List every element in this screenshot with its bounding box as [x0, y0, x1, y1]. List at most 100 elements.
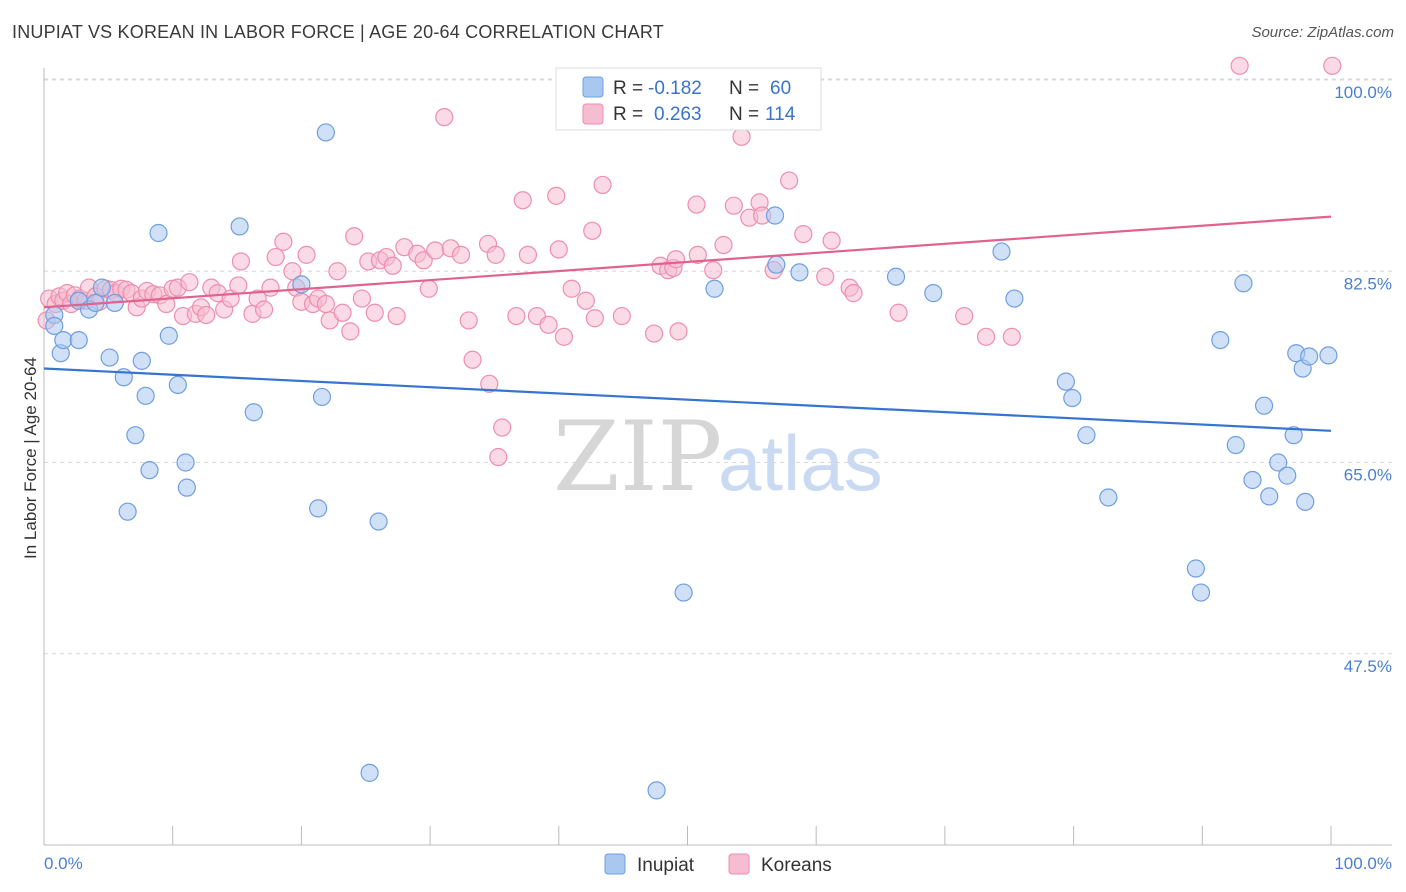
koreans-point-119 — [1323, 56, 1342, 75]
inupiat-point-44 — [1186, 559, 1205, 578]
koreans-point-66 — [419, 279, 438, 298]
koreans-point-58 — [365, 303, 384, 322]
legend-n-label-2: N = — [729, 104, 759, 125]
koreans-point-50 — [316, 294, 335, 314]
koreans-point-101 — [714, 235, 733, 255]
koreans-point-89 — [585, 309, 604, 328]
koreans-point-78 — [507, 306, 526, 326]
koreans-point-41 — [261, 278, 280, 297]
koreans-point-115 — [955, 306, 974, 326]
koreans-point-69 — [451, 245, 471, 264]
inupiat-point-43 — [1099, 488, 1118, 507]
koreans-point-77 — [486, 245, 505, 264]
inupiat-point-35 — [790, 263, 809, 282]
inupiat-point-22 — [230, 217, 249, 236]
inupiat-point-27 — [316, 123, 335, 142]
koreans-point-31 — [197, 305, 216, 325]
koreans-point-73 — [480, 374, 499, 393]
koreans-point-83 — [547, 186, 566, 205]
koreans-point-82 — [539, 315, 558, 334]
inupiat-point-47 — [1226, 435, 1245, 455]
koreans-point-117 — [1002, 327, 1021, 346]
koreans-point-84 — [549, 240, 568, 259]
bottom-legend-label-koreans: Koreans — [761, 855, 832, 876]
legend-r-label-1: R = — [613, 78, 643, 99]
inupiat-point-51 — [1260, 487, 1279, 506]
inupiat-trend-line — [43, 367, 1332, 432]
inupiat-point-42 — [1077, 426, 1096, 445]
koreans-point-53 — [333, 303, 352, 322]
koreans-point-92 — [644, 324, 664, 343]
koreans-point-65 — [414, 251, 433, 270]
inupiat-point-33 — [765, 206, 785, 225]
inupiat-point-46 — [1211, 331, 1230, 350]
inupiat-point-39 — [1005, 289, 1024, 308]
koreans-point-111 — [822, 231, 841, 250]
inupiat-point-9 — [100, 348, 119, 367]
inupiat-point-50 — [1254, 396, 1274, 415]
inupiat-point-45 — [1191, 583, 1211, 602]
inupiat-point-53 — [1278, 466, 1297, 485]
koreans-point-36 — [229, 276, 248, 295]
inupiat-point-52 — [1269, 453, 1288, 472]
koreans-point-90 — [593, 175, 612, 195]
legend-n-label-1: N = — [729, 78, 759, 99]
koreans-point-80 — [518, 245, 538, 264]
axes — [43, 68, 1392, 846]
koreans-trend-line — [43, 215, 1332, 309]
koreans-point-70 — [435, 108, 454, 127]
legend-r-label-2: R = — [613, 104, 643, 125]
bottom-legend: Inupiat Koreans — [604, 853, 832, 876]
koreans-point-62 — [387, 306, 406, 326]
legend-r-value-1: -0.182 — [648, 78, 702, 99]
legend-swatch-inupiat — [582, 76, 604, 98]
y-tick-label-2: 82.5% — [1344, 274, 1392, 293]
inupiat-point-40 — [1056, 372, 1075, 391]
inupiat-point-19 — [168, 375, 187, 395]
inupiat-point-3 — [54, 331, 73, 350]
koreans-point-110 — [816, 267, 835, 286]
koreans-point-79 — [513, 191, 532, 210]
inupiat-point-36 — [886, 267, 906, 286]
koreans-point-96 — [666, 250, 686, 269]
inupiat-point-12 — [118, 502, 137, 521]
trend-lines — [43, 215, 1332, 432]
koreans-point-72 — [459, 311, 478, 330]
inupiat-point-18 — [159, 326, 178, 345]
koreans-point-71 — [463, 350, 482, 369]
inupiat-point-23 — [244, 403, 263, 422]
y-axis-label: In Labor Force | Age 20-64 — [21, 357, 40, 559]
inupiat-point-59 — [1319, 346, 1338, 365]
koreans-point-42 — [266, 247, 285, 267]
watermark-zip: ZIP — [553, 401, 722, 513]
koreans-point-52 — [328, 262, 347, 281]
koreans-point-85 — [554, 327, 574, 346]
x-tick-label-min: 0.0% — [44, 854, 83, 873]
inupiat-point-32 — [705, 279, 724, 298]
legend-n-value-1: 60 — [770, 78, 791, 99]
inupiat-point-34 — [767, 255, 786, 274]
inupiat-point-29 — [369, 512, 388, 531]
koreans-point-40 — [254, 300, 274, 319]
inupiat-point-49 — [1243, 470, 1262, 490]
koreans-point-55 — [345, 227, 364, 246]
koreans-point-102 — [724, 196, 743, 215]
koreans-point-88 — [583, 221, 602, 240]
koreans-point-97 — [669, 322, 688, 341]
inupiat-point-1 — [45, 316, 64, 335]
koreans-point-86 — [562, 279, 581, 298]
koreans-point-28 — [180, 273, 199, 292]
inupiat-point-21 — [177, 478, 196, 497]
inupiat-point-37 — [924, 284, 943, 303]
koreans-point-118 — [1230, 56, 1249, 75]
inupiat-point-54 — [1284, 426, 1303, 445]
koreans-point-74 — [489, 447, 508, 467]
koreans-point-75 — [493, 418, 512, 437]
koreans-point-37 — [231, 252, 251, 271]
koreans-point-114 — [889, 303, 908, 322]
y-tick-label-3: 100.0% — [1334, 83, 1392, 102]
inupiat-point-17 — [149, 223, 168, 243]
koreans-point-99 — [688, 245, 707, 264]
inupiat-point-16 — [140, 461, 159, 480]
